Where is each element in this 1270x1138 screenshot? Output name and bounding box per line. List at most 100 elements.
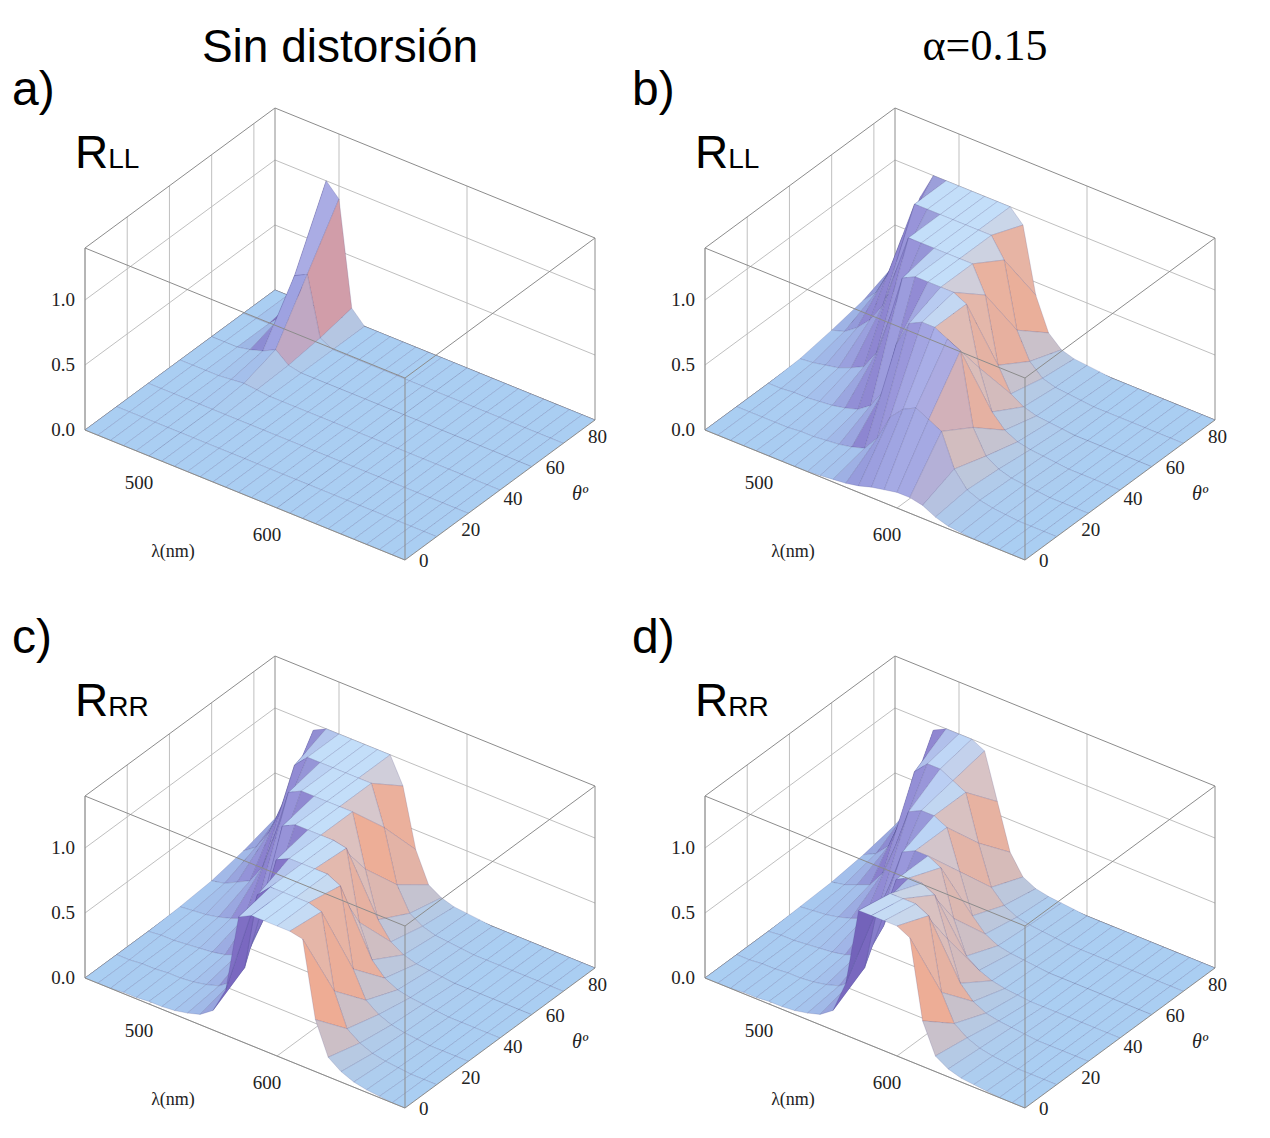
axis-title: λ(nm) (771, 1089, 815, 1110)
box-edge (1025, 926, 1026, 1108)
surface-cell (303, 939, 347, 1029)
surface-cell (456, 1033, 500, 1062)
title-main: R (695, 126, 728, 178)
panel: b)RLL0.00.51.0500600020406080λ(nm)θº (632, 62, 1227, 571)
box-edge (275, 108, 595, 238)
box-edge (705, 796, 1025, 926)
box-edge (85, 248, 86, 430)
tick-label: 60 (1166, 457, 1185, 478)
panel-label: b) (632, 62, 675, 115)
surface-cell (456, 485, 500, 514)
box-edge (405, 238, 595, 378)
grid-line (169, 186, 170, 368)
box-edge (1025, 786, 1215, 926)
tick-label: 20 (1081, 519, 1100, 540)
surface-cell (1012, 1079, 1056, 1108)
grid-line (253, 672, 254, 854)
box-edge (705, 656, 895, 796)
grid-line (85, 160, 275, 300)
tick-label: 0.0 (671, 967, 695, 988)
surface (705, 176, 1215, 560)
surface-cell (1107, 1009, 1151, 1038)
surface-cell (929, 351, 973, 432)
surface-cell (960, 235, 1004, 264)
surface-cell (1076, 485, 1120, 514)
title-main: R (695, 674, 728, 726)
box-edge (595, 786, 596, 968)
grid-line (211, 155, 212, 337)
tick-label: 0.5 (51, 354, 75, 375)
tick-label: 80 (588, 426, 607, 447)
axis-title: θº (572, 1030, 589, 1052)
grid-line (895, 160, 1215, 290)
box-edge (1025, 238, 1215, 378)
tick-label: 0.5 (51, 902, 75, 923)
tick-label: 20 (461, 1067, 480, 1088)
box-edge (595, 238, 596, 420)
box-edge (705, 430, 1025, 560)
surface-cell (392, 531, 436, 560)
surface-cell (487, 461, 531, 490)
box-edge (895, 656, 1215, 786)
tick-label: 0.0 (671, 419, 695, 440)
grid-line (873, 672, 874, 854)
grid-line (127, 765, 128, 947)
tick-label: 500 (745, 472, 774, 493)
axis-title: λ(nm) (151, 541, 195, 562)
grid-line (467, 734, 468, 916)
box-edge (85, 430, 405, 560)
surface (85, 181, 595, 560)
grid-line (747, 765, 748, 947)
box-edge (895, 108, 1215, 238)
grid-line (705, 978, 1025, 1108)
grid-line (705, 796, 706, 978)
grid-line (873, 124, 874, 306)
box-edge (405, 420, 595, 560)
surface-cell (1076, 1033, 1120, 1062)
tick-label: 20 (1081, 1067, 1100, 1088)
axis-title: λ(nm) (771, 541, 815, 562)
title-subscript: RR (728, 691, 768, 722)
tick-label: 0.0 (51, 967, 75, 988)
surface-cell (1012, 531, 1056, 560)
tick-label: 1.0 (671, 837, 695, 858)
tick-label: 0 (1039, 550, 1049, 571)
panel-title: RRR (695, 674, 769, 726)
surface-cell (910, 938, 954, 1024)
box-edge (1025, 420, 1215, 560)
tick-label: 80 (1208, 974, 1227, 995)
box-edge (405, 968, 595, 1108)
tick-label: 600 (253, 524, 282, 545)
axis-title: λ(nm) (151, 1089, 195, 1110)
grid-line (85, 796, 86, 978)
box-edge (275, 108, 276, 290)
box-edge (85, 656, 275, 796)
grid-line (85, 430, 405, 560)
tick-label: 600 (873, 524, 902, 545)
grid-line (1087, 734, 1088, 916)
tick-label: 600 (873, 1072, 902, 1093)
box-edge (85, 978, 405, 1108)
grid-line (831, 155, 832, 337)
grid-line (747, 217, 748, 399)
grid-line (127, 217, 128, 399)
tick-label: 500 (745, 1020, 774, 1041)
grid-line (705, 248, 706, 430)
box-edge (85, 108, 275, 248)
tick-label: 40 (1123, 1036, 1142, 1057)
box-edge (405, 926, 406, 1108)
grid-line (789, 186, 790, 368)
box-edge (705, 248, 1025, 378)
tick-label: 40 (503, 488, 522, 509)
tick-label: 0 (419, 1098, 429, 1119)
title-subscript: RR (108, 691, 148, 722)
surface (85, 729, 595, 1108)
surface-cell (1107, 461, 1151, 490)
tick-label: 60 (546, 457, 565, 478)
tick-label: 1.0 (51, 289, 75, 310)
grid-line (85, 708, 275, 848)
box-edge (1215, 786, 1216, 968)
title-main: R (75, 674, 108, 726)
tick-label: 1.0 (51, 837, 75, 858)
grid-line (253, 124, 254, 306)
